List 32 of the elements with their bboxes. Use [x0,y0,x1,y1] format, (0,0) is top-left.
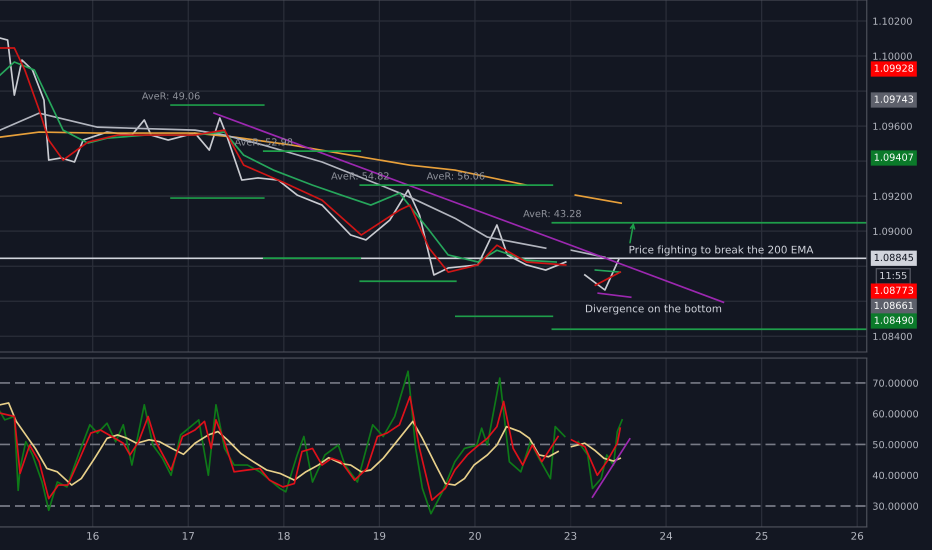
y-tick-label: 1.08400 [873,332,912,340]
x-tick-label: 26 [851,532,864,540]
annotation: AveR: 49.06 [142,92,200,100]
x-tick-label: 19 [374,532,386,540]
x-tick-label: 20 [469,532,481,540]
x-tick-label: 23 [564,532,576,540]
text: 1.08773 [874,286,914,294]
y-tick-label: 70.00000 [873,379,918,387]
x-tick-label: 16 [87,532,99,540]
annotation: AveR: 56.06 [426,172,484,180]
text: 1.08490 [874,316,914,324]
text: 1.09928 [874,64,914,72]
annotation: Price fighting to break the 200 EMA [630,245,814,256]
text: 1.08661 [874,302,914,310]
y-tick-label: 1.10200 [873,17,912,25]
y-tick-label: 60.00000 [872,410,918,418]
annotation: Divergence on the bottom [586,304,722,314]
x-tick-label: 18 [278,532,290,540]
y-tick-label: 30.00000 [873,502,918,510]
y-tick-label: 1.09600 [873,122,912,130]
y-tick-label: 1.09200 [873,192,912,200]
x-tick-label: 25 [756,532,768,540]
y-tick-label: 1.09000 [873,228,912,235]
y-tick-label: 50.00000 [873,440,918,448]
x-tick-label: 24 [660,532,672,540]
annotation: AveR: 43.28 [523,210,581,218]
y-tick-label: 40.00000 [872,472,918,480]
x-tick-label: 17 [182,532,194,540]
text: 1.09743 [874,95,914,103]
ref-line-label: 1.08845 11:55 [874,254,914,280]
text: 1.09407 [874,154,914,161]
y-tick-label: 1.10000 [873,52,912,60]
